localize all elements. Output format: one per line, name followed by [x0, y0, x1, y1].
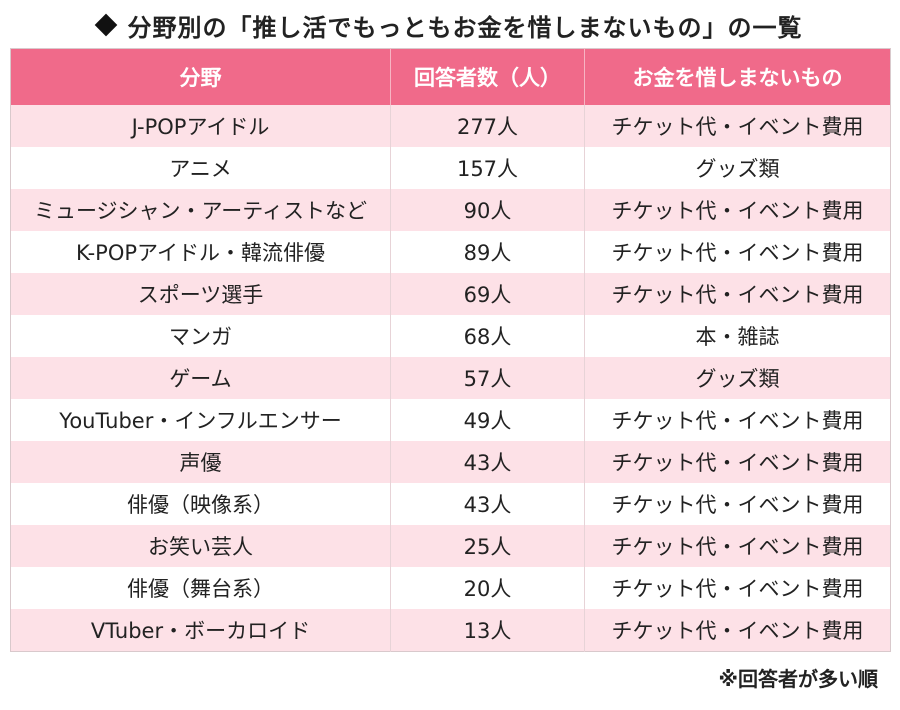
- cell-category: 俳優（舞台系）: [10, 567, 391, 609]
- table-row: 俳優（映像系） 43人 チケット代・イベント費用: [10, 483, 891, 525]
- diamond-bullet-icon: [94, 13, 117, 37]
- cell-respondents: 25人: [390, 525, 585, 567]
- cell-spending-item: チケット代・イベント費用: [584, 609, 891, 652]
- table-row: YouTuber・インフルエンサー 49人 チケット代・イベント費用: [10, 399, 891, 441]
- page-title: 分野別の「推し活でもっともお金を惜しまないもの」の一覧: [0, 10, 900, 46]
- cell-spending-item: チケット代・イベント費用: [584, 483, 891, 525]
- cell-category: スポーツ選手: [10, 273, 391, 315]
- cell-respondents: 69人: [390, 273, 585, 315]
- header-category: 分野: [10, 48, 391, 105]
- cell-respondents: 157人: [390, 147, 585, 189]
- footnote: ※回答者が多い順: [718, 667, 878, 691]
- table-row: マンガ 68人 本・雑誌: [10, 315, 891, 357]
- cell-spending-item: チケット代・イベント費用: [584, 441, 891, 483]
- cell-category: 声優: [10, 441, 391, 483]
- table-header-row: 分野 回答者数（人） お金を惜しまないもの: [10, 48, 891, 105]
- cell-category: 俳優（映像系）: [10, 483, 391, 525]
- table-row: スポーツ選手 69人 チケット代・イベント費用: [10, 273, 891, 315]
- cell-respondents: 43人: [390, 483, 585, 525]
- table-row: K-POPアイドル・韓流俳優 89人 チケット代・イベント費用: [10, 231, 891, 273]
- cell-category: YouTuber・インフルエンサー: [10, 399, 391, 441]
- table-row: J-POPアイドル 277人 チケット代・イベント費用: [10, 105, 891, 147]
- table-row: 俳優（舞台系） 20人 チケット代・イベント費用: [10, 567, 891, 609]
- cell-spending-item: チケット代・イベント費用: [584, 525, 891, 567]
- header-spending-item: お金を惜しまないもの: [584, 48, 891, 105]
- table-row: ミュージシャン・アーティストなど 90人 チケット代・イベント費用: [10, 189, 891, 231]
- table-row: ゲーム 57人 グッズ類: [10, 357, 891, 399]
- table-row: アニメ 157人 グッズ類: [10, 147, 891, 189]
- cell-spending-item: チケット代・イベント費用: [584, 189, 891, 231]
- cell-category: VTuber・ボーカロイド: [10, 609, 391, 652]
- cell-category: アニメ: [10, 147, 391, 189]
- cell-category: ミュージシャン・アーティストなど: [10, 189, 391, 231]
- cell-category: ゲーム: [10, 357, 391, 399]
- cell-respondents: 49人: [390, 399, 585, 441]
- cell-respondents: 13人: [390, 609, 585, 652]
- cell-spending-item: グッズ類: [584, 357, 891, 399]
- header-respondents: 回答者数（人）: [390, 48, 585, 105]
- cell-respondents: 57人: [390, 357, 585, 399]
- cell-spending-item: チケット代・イベント費用: [584, 273, 891, 315]
- cell-respondents: 277人: [390, 105, 585, 147]
- cell-respondents: 90人: [390, 189, 585, 231]
- table-row: 声優 43人 チケット代・イベント費用: [10, 441, 891, 483]
- cell-spending-item: 本・雑誌: [584, 315, 891, 357]
- cell-category: K-POPアイドル・韓流俳優: [10, 231, 391, 273]
- ranking-table: 分野 回答者数（人） お金を惜しまないもの J-POPアイドル 277人 チケッ…: [10, 48, 891, 652]
- cell-spending-item: チケット代・イベント費用: [584, 399, 891, 441]
- cell-respondents: 89人: [390, 231, 585, 273]
- cell-spending-item: グッズ類: [584, 147, 891, 189]
- cell-respondents: 68人: [390, 315, 585, 357]
- cell-spending-item: チケット代・イベント費用: [584, 105, 891, 147]
- cell-respondents: 43人: [390, 441, 585, 483]
- cell-category: お笑い芸人: [10, 525, 391, 567]
- table-row: お笑い芸人 25人 チケット代・イベント費用: [10, 525, 891, 567]
- table-row: VTuber・ボーカロイド 13人 チケット代・イベント費用: [10, 609, 891, 652]
- cell-category: J-POPアイドル: [10, 105, 391, 147]
- title-text: 分野別の「推し活でもっともお金を惜しまないもの」の一覧: [127, 14, 803, 42]
- cell-respondents: 20人: [390, 567, 585, 609]
- cell-spending-item: チケット代・イベント費用: [584, 567, 891, 609]
- cell-category: マンガ: [10, 315, 391, 357]
- cell-spending-item: チケット代・イベント費用: [584, 231, 891, 273]
